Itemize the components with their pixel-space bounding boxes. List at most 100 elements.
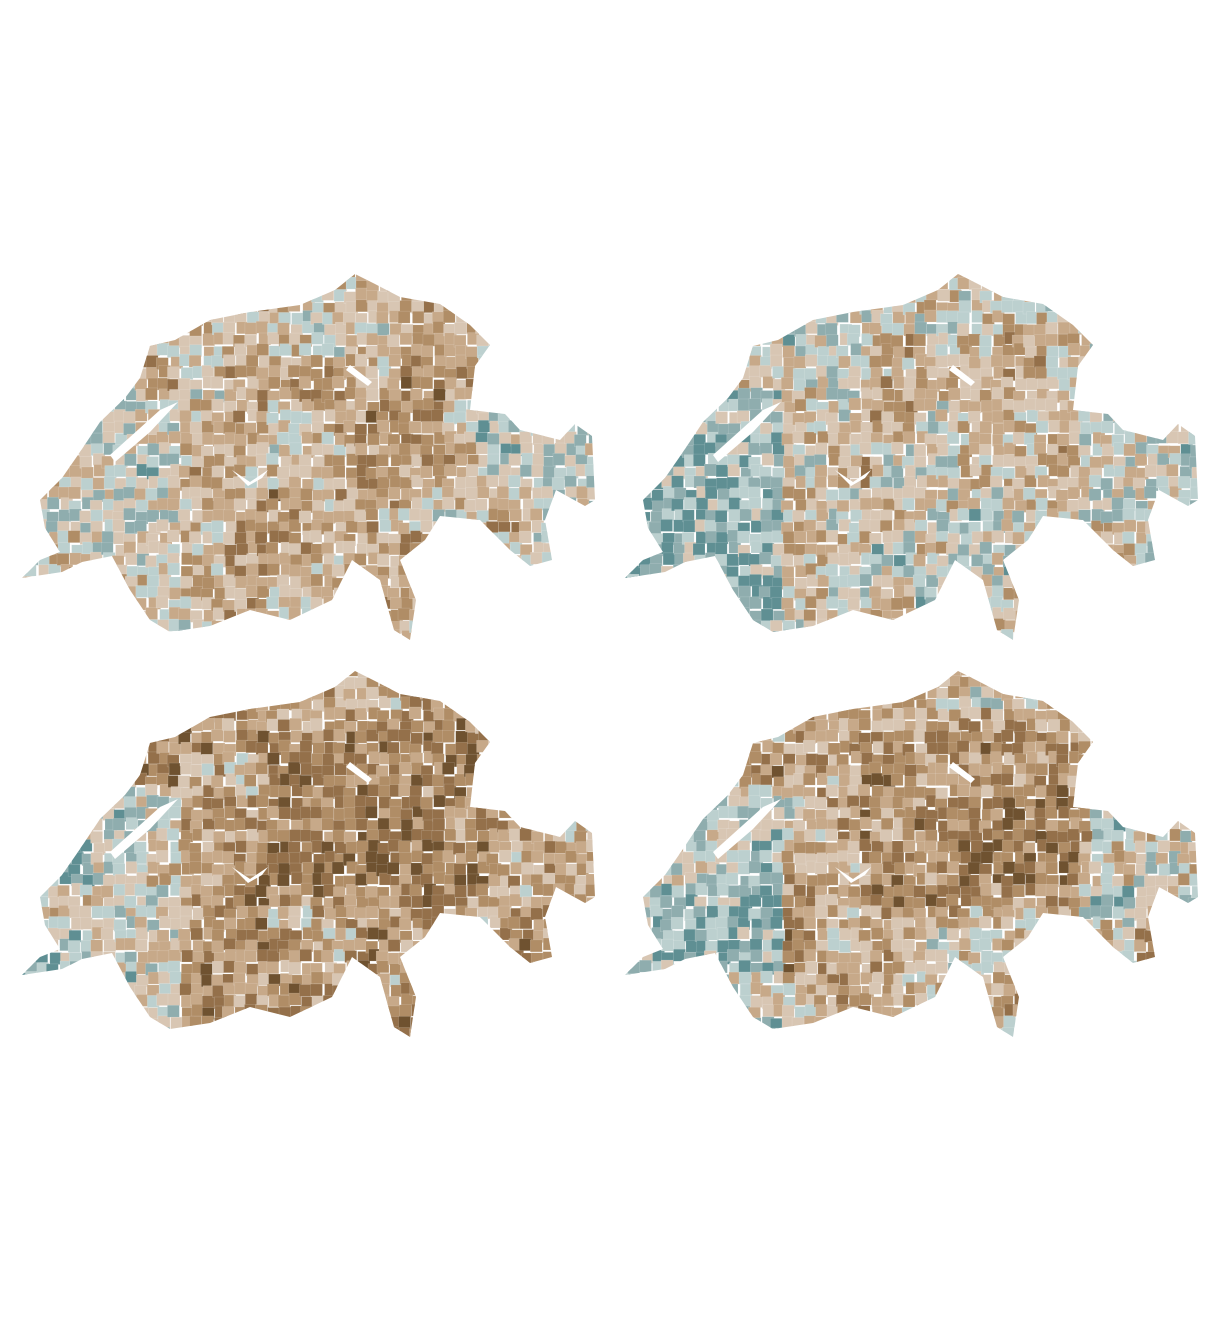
- municipality: [213, 497, 227, 511]
- municipality: [498, 389, 512, 403]
- municipality: [180, 762, 193, 775]
- municipality: [234, 554, 247, 568]
- municipality: [982, 563, 995, 576]
- municipality: [625, 454, 630, 468]
- municipality: [1201, 398, 1210, 410]
- municipality: [1124, 609, 1138, 622]
- municipality: [1045, 608, 1058, 622]
- municipality: [651, 289, 664, 302]
- municipality: [36, 467, 50, 480]
- municipality: [24, 311, 37, 324]
- municipality: [718, 301, 731, 314]
- municipality: [69, 379, 82, 393]
- municipality: [681, 289, 695, 302]
- municipality: [979, 432, 992, 446]
- municipality: [587, 487, 595, 500]
- municipality: [804, 641, 816, 653]
- municipality: [456, 609, 470, 623]
- municipality: [122, 486, 136, 500]
- municipality: [1058, 544, 1072, 557]
- municipality: [334, 400, 347, 413]
- municipality: [311, 995, 325, 1009]
- municipality: [936, 274, 950, 279]
- municipality: [288, 962, 302, 975]
- municipality: [23, 531, 37, 545]
- municipality: [443, 587, 456, 600]
- municipality: [300, 542, 313, 555]
- municipality: [761, 453, 775, 466]
- municipality: [47, 671, 60, 678]
- municipality: [254, 531, 268, 545]
- municipality: [683, 519, 696, 533]
- municipality: [1169, 618, 1182, 632]
- municipality: [46, 496, 60, 510]
- municipality: [366, 630, 380, 640]
- municipality: [587, 554, 595, 567]
- municipality: [399, 300, 412, 313]
- municipality: [1124, 280, 1137, 293]
- municipality: [925, 563, 939, 577]
- municipality: [267, 674, 280, 687]
- municipality: [115, 730, 128, 744]
- municipality: [1091, 598, 1104, 611]
- municipality: [1111, 631, 1124, 640]
- municipality: [256, 343, 269, 356]
- municipality: [825, 300, 838, 313]
- municipality: [1201, 289, 1210, 301]
- municipality: [137, 686, 151, 699]
- municipality: [1078, 356, 1091, 369]
- municipality: [421, 576, 435, 590]
- municipality: [277, 300, 290, 313]
- municipality: [541, 364, 555, 378]
- municipality: [146, 288, 159, 301]
- municipality: [113, 311, 127, 325]
- municipality: [58, 302, 71, 316]
- municipality: [588, 564, 595, 577]
- municipality: [1100, 378, 1114, 392]
- municipality: [24, 510, 38, 523]
- municipality: [232, 671, 246, 677]
- municipality: [672, 334, 686, 348]
- municipality: [48, 775, 62, 789]
- municipality: [82, 796, 95, 810]
- municipality: [214, 632, 227, 640]
- municipality: [486, 598, 499, 611]
- municipality: [48, 1038, 60, 1050]
- municipality: [693, 279, 707, 292]
- municipality: [69, 698, 82, 711]
- municipality: [499, 354, 513, 368]
- municipality: [387, 289, 401, 303]
- municipality: [411, 576, 425, 590]
- municipality: [625, 299, 630, 312]
- municipality: [122, 671, 136, 678]
- municipality: [93, 974, 106, 987]
- municipality: [555, 412, 568, 426]
- municipality: [214, 1037, 226, 1049]
- municipality: [938, 610, 952, 624]
- municipality: [981, 279, 994, 293]
- municipality: [566, 274, 580, 281]
- municipality: [625, 445, 631, 458]
- municipality: [156, 929, 170, 943]
- municipality: [476, 274, 490, 279]
- municipality: [46, 422, 60, 436]
- municipality: [34, 576, 48, 589]
- municipality: [694, 410, 707, 423]
- municipality: [78, 410, 92, 423]
- municipality: [1022, 609, 1036, 623]
- municipality: [210, 563, 224, 576]
- municipality: [157, 289, 171, 302]
- municipality: [990, 631, 1004, 640]
- municipality: [22, 817, 27, 830]
- municipality: [334, 994, 347, 1007]
- municipality: [682, 324, 695, 337]
- municipality: [190, 764, 204, 777]
- municipality: [431, 553, 444, 566]
- municipality: [496, 509, 510, 523]
- municipality: [412, 597, 425, 611]
- municipality: [101, 995, 115, 1008]
- municipality: [37, 717, 51, 731]
- municipality: [530, 588, 543, 601]
- municipality: [826, 387, 839, 400]
- municipality: [627, 277, 641, 290]
